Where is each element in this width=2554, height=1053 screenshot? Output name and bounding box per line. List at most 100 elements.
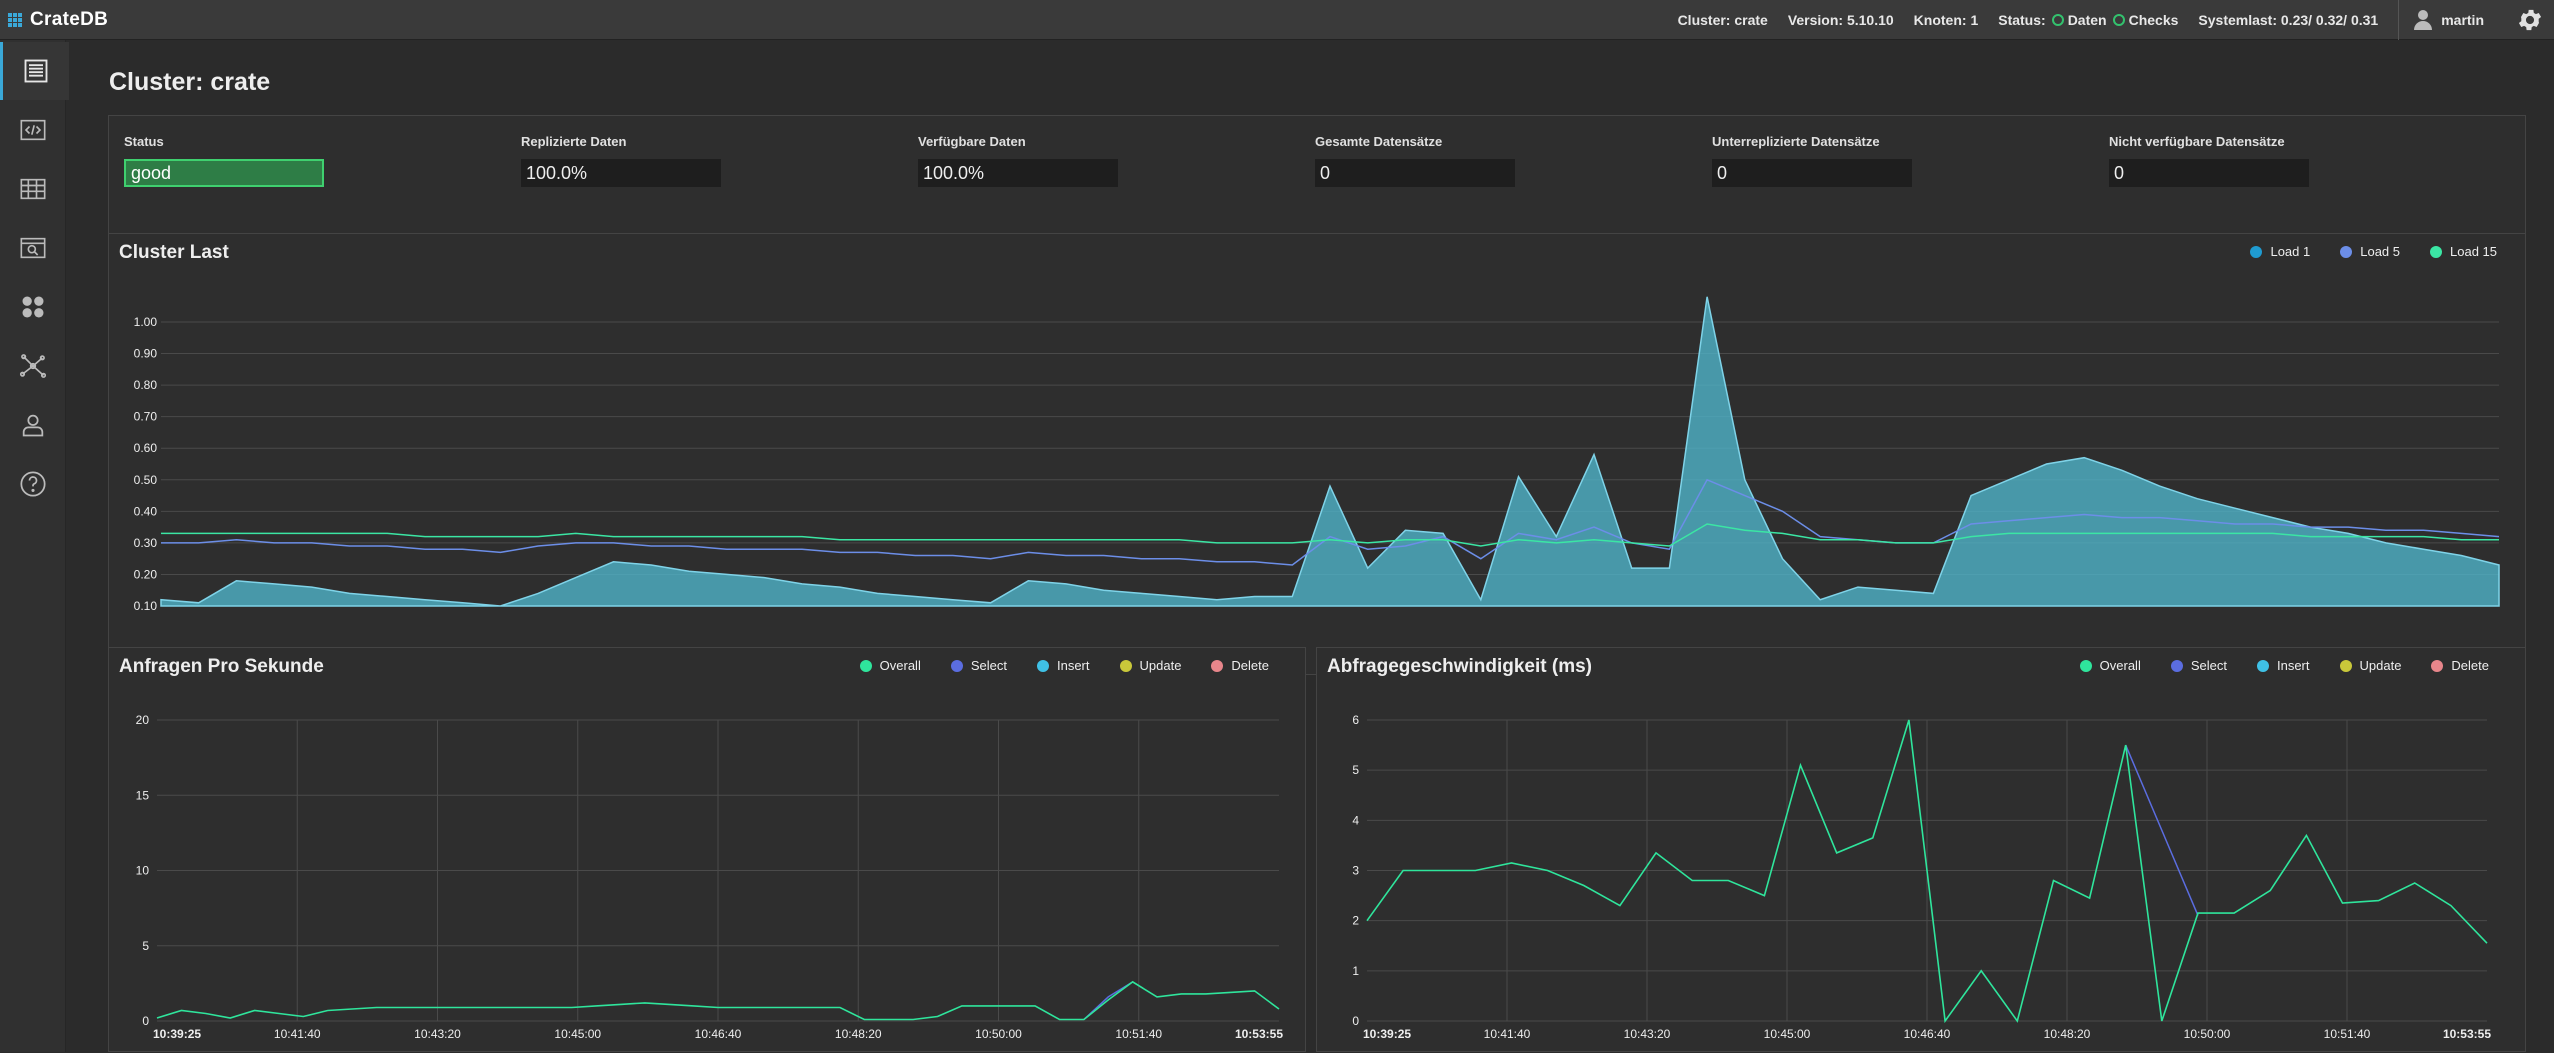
unavailable-value: 0 bbox=[2109, 159, 2309, 187]
legend-label: Select bbox=[970, 658, 1007, 673]
status-value: good bbox=[124, 159, 324, 187]
cluster-load-panel: 0.10 0.20 0.30 0.40 0.50 0.60 0.70 0.80 0.90 1.00… bbox=[108, 233, 2526, 675]
y-tick-label: 5 bbox=[1352, 763, 1359, 777]
y-tick-label: 5 bbox=[142, 939, 149, 953]
y-tick-label: 6 bbox=[1352, 713, 1359, 727]
y-tick-label: 0 bbox=[142, 1014, 149, 1028]
user-icon bbox=[2413, 9, 2433, 31]
y-tick-label: 0.90 bbox=[134, 347, 158, 361]
legend-swatch bbox=[2431, 659, 2444, 672]
data-status-icon bbox=[2051, 14, 2064, 26]
legend-swatch bbox=[859, 659, 872, 672]
queries-per-second-panel: 0 5 10 15 20 10:39:25 10:41:40 10:43:20 10:45:00… bbox=[108, 647, 1306, 1052]
legend-label: Overall bbox=[2099, 658, 2141, 673]
sidebar-item-overview[interactable] bbox=[0, 42, 69, 100]
user-menu[interactable]: martin bbox=[2398, 0, 2484, 40]
chart-title: Anfragen Pro Sekunde bbox=[119, 656, 324, 677]
y-tick-label: 15 bbox=[136, 788, 150, 802]
legend-select[interactable]: Select bbox=[2170, 658, 2227, 673]
sidebar-item-help[interactable] bbox=[0, 455, 66, 513]
legend-swatch bbox=[1211, 659, 1224, 672]
status-data[interactable]: Daten bbox=[2067, 12, 2107, 28]
y-tick-label: 1.00 bbox=[134, 315, 158, 329]
y-tick-label: 0.60 bbox=[134, 441, 158, 455]
legend-swatch bbox=[2170, 659, 2183, 672]
sidebar-item-tables[interactable] bbox=[0, 160, 66, 218]
legend-load5[interactable]: Load 5 bbox=[2340, 244, 2400, 259]
y-tick-label: 2 bbox=[1352, 914, 1359, 928]
cluster-info: Cluster: crate Version: 5.10.10 Knoten: … bbox=[1678, 0, 2484, 40]
cratedb-logo[interactable]: CrateDB bbox=[8, 8, 108, 32]
x-tick-label: 10:45:00 bbox=[1764, 1027, 1811, 1041]
logo-text: CrateDB bbox=[30, 9, 109, 30]
legend-update[interactable]: Update bbox=[2339, 658, 2402, 673]
nodes-info: Knoten: 1 bbox=[1913, 12, 1979, 28]
legend-label: Update bbox=[2359, 658, 2402, 673]
y-tick-label: 0.50 bbox=[134, 473, 158, 487]
stat-available: Verfügbare Daten 100.0% bbox=[918, 134, 1314, 187]
y-tick-label: 0.10 bbox=[134, 599, 158, 613]
sidebar-item-users[interactable] bbox=[0, 396, 66, 454]
y-tick-label: 0.20 bbox=[134, 567, 158, 581]
legend-load1[interactable]: Load 1 bbox=[2250, 244, 2310, 259]
legend-label: Delete bbox=[2451, 658, 2489, 673]
status-checks[interactable]: Checks bbox=[2128, 12, 2179, 28]
sidebar-item-views[interactable] bbox=[0, 219, 66, 277]
legend-label: Load 5 bbox=[2360, 244, 2400, 259]
legend-label: Delete bbox=[1231, 658, 1269, 673]
status-info: Status: Daten Checks bbox=[1998, 12, 2178, 28]
status-label: Status: bbox=[1998, 12, 2046, 28]
sidebar bbox=[0, 40, 69, 1052]
total-records-value: 0 bbox=[1315, 159, 1515, 187]
stat-label: Verfügbare Daten bbox=[918, 134, 1026, 149]
sidebar-item-console[interactable] bbox=[0, 101, 66, 159]
legend-update[interactable]: Update bbox=[1119, 658, 1181, 673]
x-tick-label: 10:53:55 bbox=[1235, 1027, 1283, 1041]
legend-delete[interactable]: Delete bbox=[1211, 658, 1269, 673]
x-tick-label: 10:39:25 bbox=[1363, 1027, 1411, 1041]
y-tick-label: 4 bbox=[1352, 813, 1359, 827]
legend-swatch bbox=[950, 659, 963, 672]
legend-swatch bbox=[1036, 659, 1049, 672]
legend-overall[interactable]: Overall bbox=[2079, 658, 2141, 673]
legend-swatch bbox=[1119, 659, 1132, 672]
legend-swatch bbox=[2079, 659, 2092, 672]
stat-label: Replizierte Daten bbox=[521, 134, 627, 149]
cluster-name: Cluster: crate bbox=[1677, 12, 1768, 28]
legend-swatch bbox=[2250, 245, 2263, 258]
y-tick-label: 0 bbox=[1352, 1014, 1359, 1028]
gear-icon[interactable] bbox=[2516, 6, 2544, 34]
x-tick-label: 10:51:40 bbox=[1115, 1027, 1162, 1041]
query-speed-panel: 0 1 2 3 4 5 6 10:39:25 10:41:40 10:43:20 10:45:00 1… bbox=[1316, 647, 2526, 1052]
cluster-load-chart: 0.10 0.20 0.30 0.40 0.50 0.60 0.70 0.80 0.90 1.00 bbox=[134, 296, 2500, 613]
legend-select[interactable]: Select bbox=[950, 658, 1007, 673]
y-tick-label: 1 bbox=[1352, 964, 1359, 978]
legend-delete[interactable]: Delete bbox=[2431, 658, 2489, 673]
y-tick-label: 0.40 bbox=[134, 504, 158, 518]
stat-label: Unterreplizierte Datensätze bbox=[1712, 134, 1880, 149]
x-tick-label: 10:43:20 bbox=[1624, 1027, 1671, 1041]
legend-swatch bbox=[2339, 659, 2352, 672]
x-tick-label: 10:48:20 bbox=[835, 1027, 882, 1041]
legend-overall[interactable]: Overall bbox=[859, 658, 921, 673]
stat-total-records: Gesamte Datensätze 0 bbox=[1315, 134, 1711, 187]
stat-unavailable: Nicht verfügbare Datensätze 0 bbox=[2109, 134, 2505, 187]
legend-label: Insert bbox=[2276, 658, 2310, 673]
legend-load15[interactable]: Load 15 bbox=[2430, 244, 2497, 259]
stat-replicated: Replizierte Daten 100.0% bbox=[521, 134, 917, 187]
console-icon bbox=[20, 119, 46, 141]
x-tick-label: 10:41:40 bbox=[1484, 1027, 1531, 1041]
logo-mark-icon bbox=[8, 13, 22, 27]
overview-icon bbox=[24, 59, 48, 83]
legend-insert[interactable]: Insert bbox=[2256, 658, 2310, 673]
series-line-select bbox=[2125, 744, 2199, 916]
shards-icon bbox=[22, 296, 44, 318]
stat-label: Gesamte Datensätze bbox=[1315, 134, 1443, 149]
user-name: martin bbox=[2441, 12, 2484, 28]
stat-label: Status bbox=[124, 134, 164, 149]
sidebar-item-nodes[interactable] bbox=[0, 337, 66, 395]
legend-insert[interactable]: Insert bbox=[1036, 658, 1090, 673]
sidebar-item-shards[interactable] bbox=[0, 278, 66, 336]
y-tick-label: 3 bbox=[1352, 864, 1359, 878]
x-tick-label: 10:50:00 bbox=[975, 1027, 1022, 1041]
